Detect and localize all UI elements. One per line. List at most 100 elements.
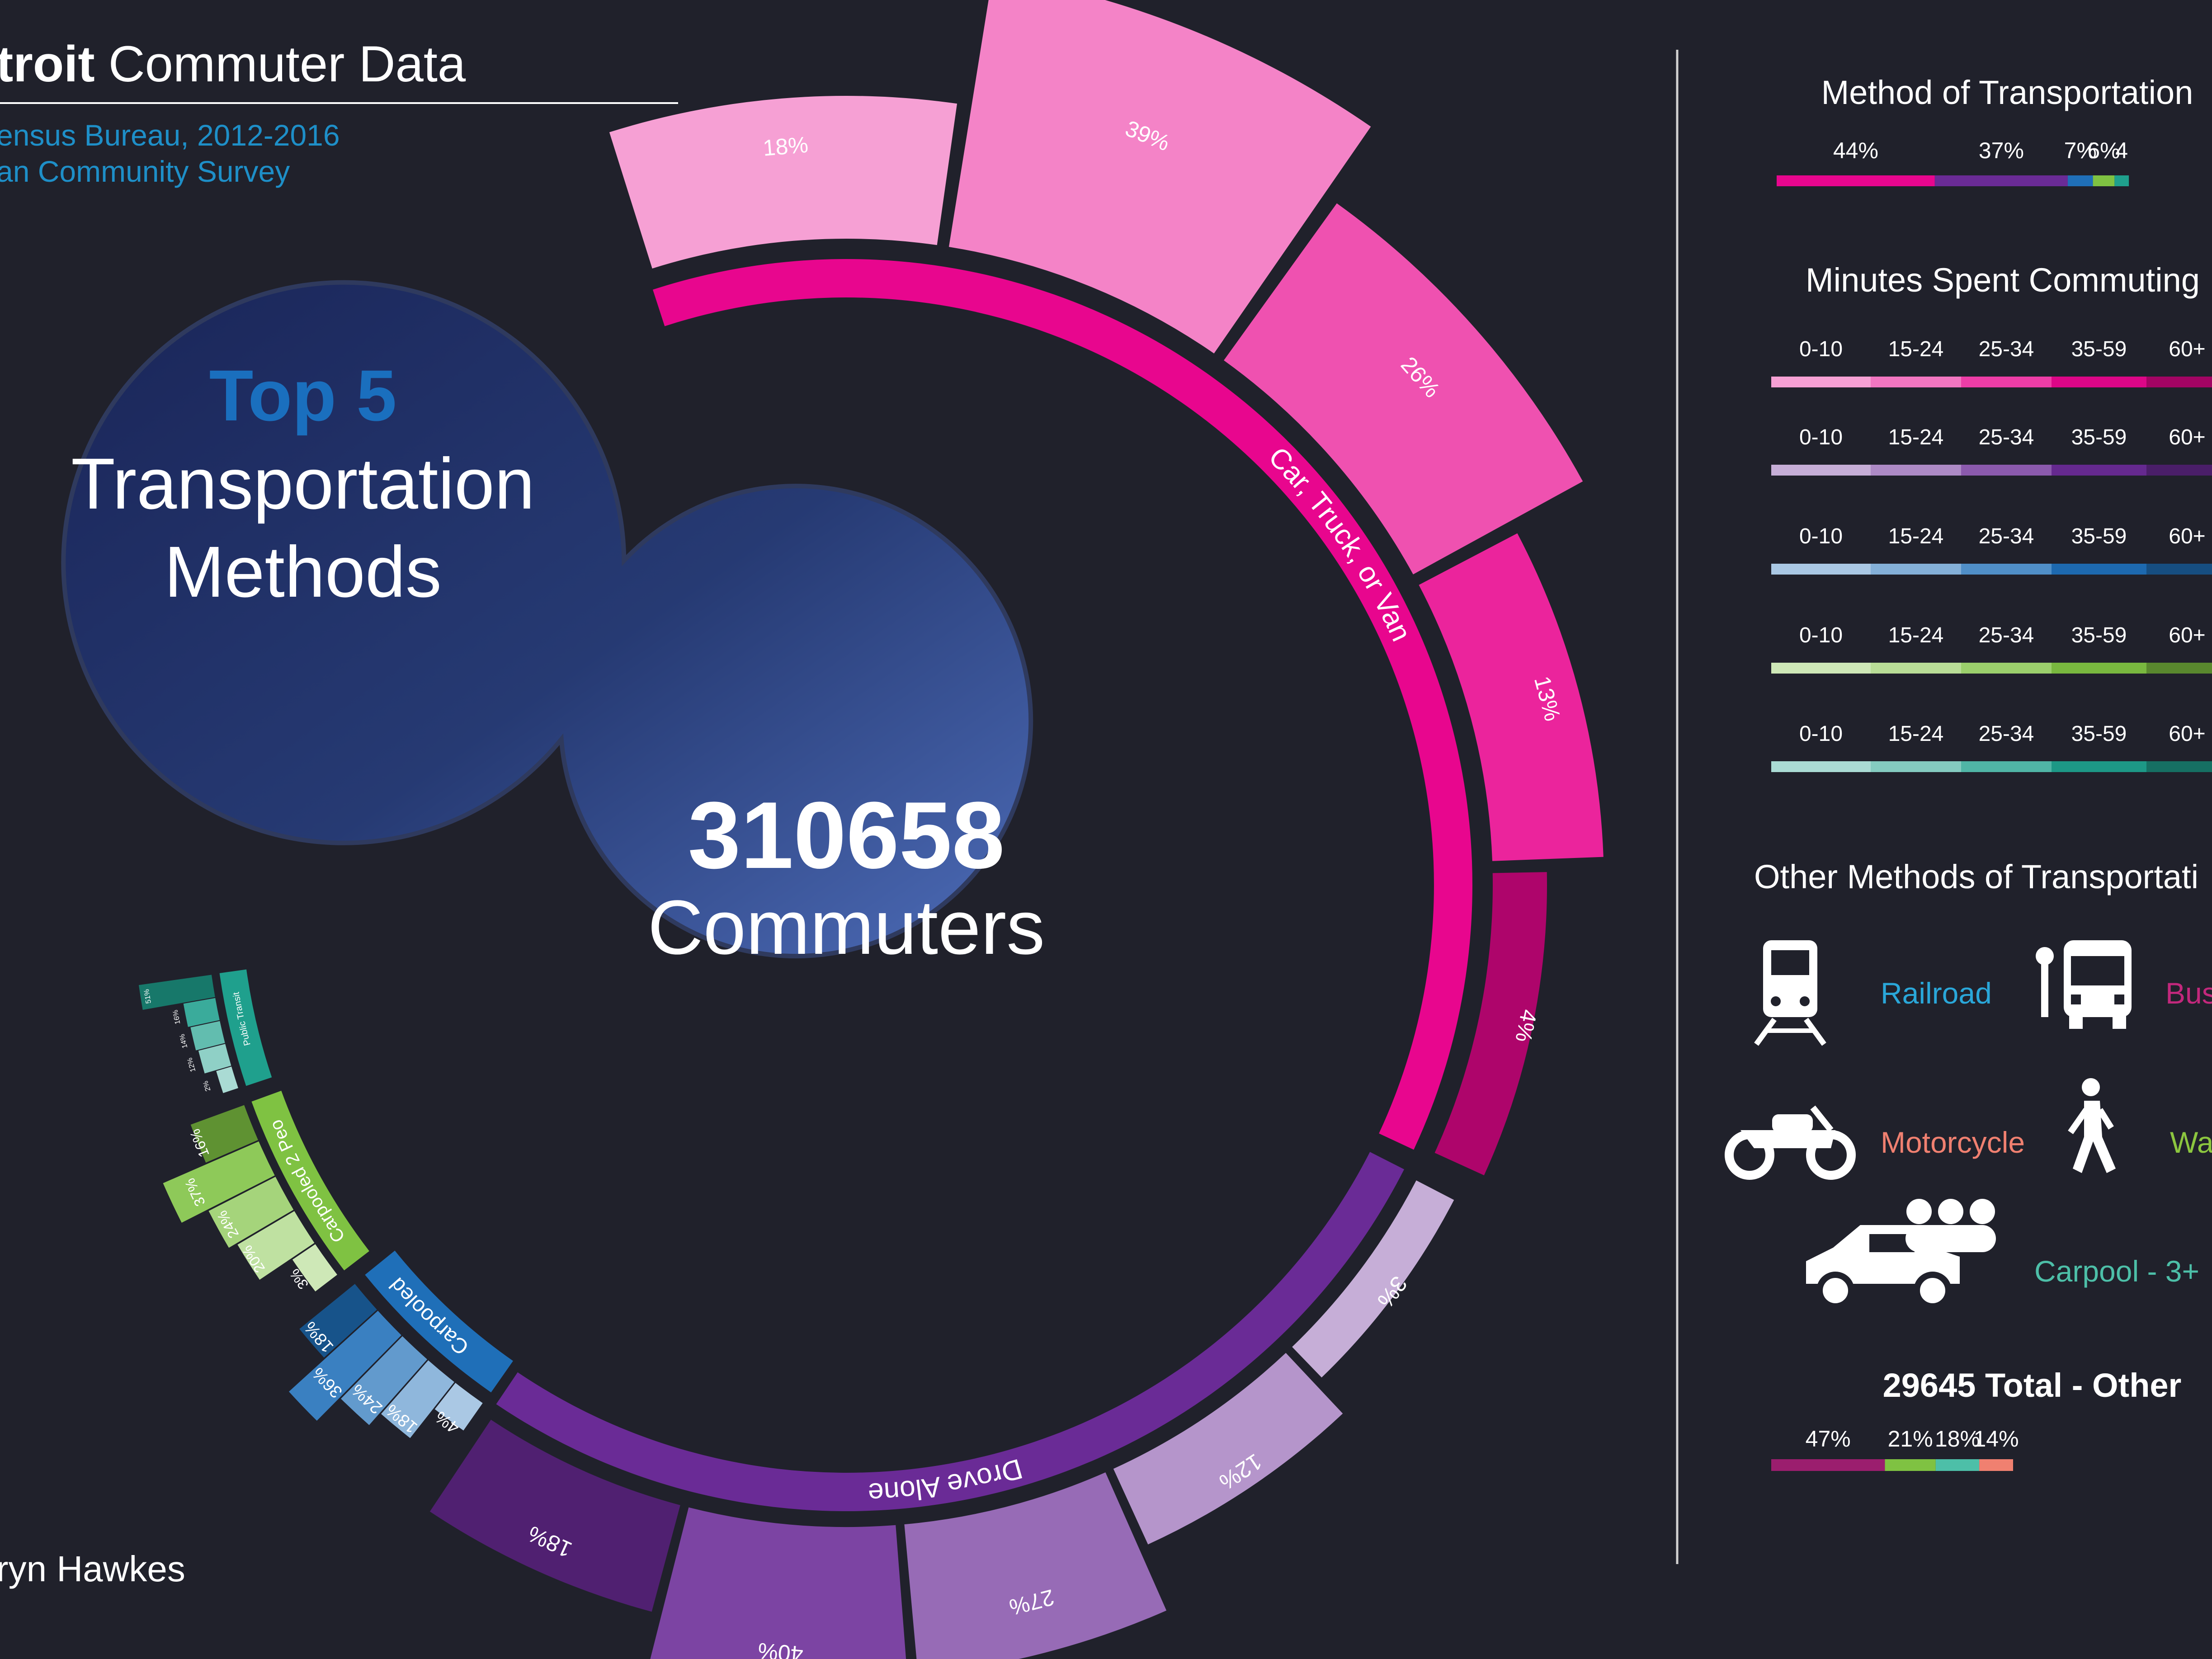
band-carpooled-2-people bbox=[251, 1090, 369, 1271]
minutes-public-transit-seg-0 bbox=[1771, 761, 1871, 772]
minutes-carpooled-2-people-seg-4 bbox=[2146, 663, 2212, 674]
method-bar-seg-3 bbox=[2093, 175, 2115, 186]
minutes-bars: 0-10 15-24 25-34 35-59 60+ 0-10 15-24 25-34 35-5… bbox=[1771, 337, 2212, 772]
other-bar-label-1: 21% bbox=[1888, 1426, 1933, 1452]
bar-public-transit-0-10 bbox=[216, 1066, 238, 1093]
bar-label-public-transit-0-10: 2% bbox=[202, 1080, 212, 1092]
minutes-row-public-transit: 0-10 15-24 25-34 35-59 60+ bbox=[1771, 722, 2212, 772]
center-heading-line2: Transportation bbox=[71, 443, 535, 524]
method-bar-seg-2 bbox=[2067, 175, 2093, 186]
bar-drove-alone-35-59 bbox=[650, 1507, 906, 1659]
minutes-drove-alone-label-0: 0-10 bbox=[1799, 425, 1843, 449]
bar-label-car-truck-or-van-0-10: 18% bbox=[762, 132, 809, 161]
minutes-carpooled-seg-4 bbox=[2146, 564, 2212, 575]
other-bar-seg-3 bbox=[1979, 1459, 2013, 1471]
source-line-1: ensus Bureau, 2012-2016 bbox=[0, 118, 340, 152]
other-bar-label-3: 14% bbox=[1974, 1426, 2019, 1452]
minutes-carpooled-label-4: 60+ bbox=[2169, 524, 2205, 548]
minutes-carpooled-2-people-label-4: 60+ bbox=[2169, 623, 2205, 647]
method-bar-seg-4 bbox=[2114, 175, 2129, 186]
right-panel: Method of Transportation 44% 37% 7%6%4 Min… bbox=[1676, 50, 2212, 1564]
bar-public-transit-60 bbox=[138, 975, 215, 1010]
other-bar: 47% 21% 18%14% bbox=[1771, 1426, 2019, 1471]
bar-car-truck-or-van-15-24 bbox=[948, 0, 1371, 353]
method-bar: 44% 37% 7%6%4 bbox=[1777, 138, 2129, 186]
other-bar-seg-0 bbox=[1771, 1459, 1885, 1471]
minutes-car-truck-or-van-seg-2 bbox=[1961, 377, 2052, 387]
minutes-carpooled-2-people-seg-2 bbox=[1961, 663, 2052, 674]
center-heading-top: Top 5 bbox=[209, 355, 397, 436]
minutes-public-transit-label-4: 60+ bbox=[2169, 722, 2205, 746]
minutes-public-transit-label-3: 35-59 bbox=[2071, 722, 2127, 746]
minutes-carpooled-2-people-seg-0 bbox=[1771, 663, 1871, 674]
center-heading-line3: Methods bbox=[164, 531, 442, 612]
bar-car-truck-or-van-35-59 bbox=[1419, 533, 1604, 861]
bar-public-transit-15-24 bbox=[198, 1044, 231, 1074]
minutes-drove-alone-label-4: 60+ bbox=[2169, 425, 2205, 449]
page-title: troit Commuter Data bbox=[0, 36, 466, 92]
legend-railroad: Railroad bbox=[1881, 976, 1992, 1010]
other-bar-label-0: 47% bbox=[1806, 1426, 1851, 1452]
minutes-public-transit-seg-3 bbox=[2052, 761, 2146, 772]
minutes-carpooled-label-2: 25-34 bbox=[1979, 524, 2034, 548]
minutes-public-transit-seg-4 bbox=[2146, 761, 2212, 772]
minutes-carpooled-seg-0 bbox=[1771, 564, 1871, 575]
bar-public-transit-25-34 bbox=[190, 1021, 225, 1051]
carpool-icon bbox=[1806, 1199, 1996, 1310]
minutes-carpooled-label-3: 35-59 bbox=[2071, 524, 2127, 548]
series-label-drove-alone: Drove Alone bbox=[867, 1452, 1026, 1509]
legend-bus: Bus bbox=[2165, 976, 2212, 1010]
bar-carpooled-25-34 bbox=[341, 1336, 427, 1425]
minutes-public-transit-label-1: 15-24 bbox=[1888, 722, 1944, 746]
band-carpooled bbox=[365, 1250, 513, 1393]
minutes-car-truck-or-van-label-2: 25-34 bbox=[1979, 337, 2034, 361]
method-bar-seg-0 bbox=[1777, 175, 1935, 186]
minutes-row-drove-alone: 0-10 15-24 25-34 35-59 60+ bbox=[1771, 425, 2212, 476]
minutes-carpooled-label-1: 15-24 bbox=[1888, 524, 1944, 548]
minutes-carpooled-seg-3 bbox=[2052, 564, 2146, 575]
railroad-icon bbox=[1754, 940, 1826, 1046]
minutes-public-transit-label-0: 0-10 bbox=[1799, 722, 1843, 746]
author-credit: ryn Hawkes bbox=[0, 1549, 185, 1589]
total-commuters-label: Commuters bbox=[648, 885, 1045, 971]
minutes-drove-alone-label-1: 15-24 bbox=[1888, 425, 1944, 449]
minutes-car-truck-or-van-label-0: 0-10 bbox=[1799, 337, 1843, 361]
minutes-car-truck-or-van-seg-3 bbox=[2052, 377, 2146, 387]
bar-carpooled-2-people-60 bbox=[190, 1105, 258, 1163]
minutes-car-truck-or-van-label-1: 15-24 bbox=[1888, 337, 1944, 361]
minutes-drove-alone-seg-0 bbox=[1771, 465, 1871, 476]
minutes-row-carpooled-2-people: 0-10 15-24 25-34 35-59 60+ bbox=[1771, 623, 2212, 674]
minutes-drove-alone-label-3: 35-59 bbox=[2071, 425, 2127, 449]
center-blob: Top 5 Transportation Methods 310658 Comm… bbox=[61, 280, 1045, 971]
minutes-car-truck-or-van-seg-4 bbox=[2146, 377, 2212, 387]
bus-icon bbox=[2036, 940, 2132, 1029]
bar-carpooled-2-people-0-10 bbox=[292, 1244, 337, 1291]
walking-icon bbox=[2068, 1078, 2116, 1173]
minutes-carpooled-seg-1 bbox=[1871, 564, 1961, 575]
bar-drove-alone-15-24 bbox=[1113, 1353, 1343, 1545]
method-bar-seg-1 bbox=[1934, 175, 2068, 186]
minutes-car-truck-or-van-label-3: 35-59 bbox=[2071, 337, 2127, 361]
minutes-title: Minutes Spent Commuting bbox=[1806, 261, 2200, 299]
bar-car-truck-or-van-60 bbox=[1434, 872, 1547, 1175]
bar-drove-alone-25-34 bbox=[904, 1472, 1167, 1659]
bar-label-drove-alone-35-59: 40% bbox=[757, 1638, 804, 1659]
minutes-drove-alone-label-2: 25-34 bbox=[1979, 425, 2034, 449]
band-public-transit bbox=[219, 969, 272, 1086]
method-bar-label-2: 7% bbox=[2064, 138, 2097, 163]
legend-motorcycle: Motorcycle bbox=[1881, 1126, 2025, 1159]
bar-drove-alone-0-10 bbox=[1292, 1180, 1454, 1378]
minutes-carpooled-seg-2 bbox=[1961, 564, 2052, 575]
method-bar-label-1: 37% bbox=[1979, 138, 2024, 163]
minutes-carpooled-2-people-label-1: 15-24 bbox=[1888, 623, 1944, 647]
minutes-carpooled-2-people-label-0: 0-10 bbox=[1799, 623, 1843, 647]
bar-carpooled-2-people-15-24 bbox=[237, 1211, 315, 1280]
minutes-public-transit-seg-1 bbox=[1871, 761, 1961, 772]
source-line-2: an Community Survey bbox=[0, 155, 290, 188]
method-bar-label-0: 44% bbox=[1833, 138, 1878, 163]
method-title: Method of Transportation bbox=[1821, 74, 2193, 111]
minutes-carpooled-2-people-seg-1 bbox=[1871, 663, 1961, 674]
minutes-drove-alone-seg-4 bbox=[2146, 465, 2212, 476]
